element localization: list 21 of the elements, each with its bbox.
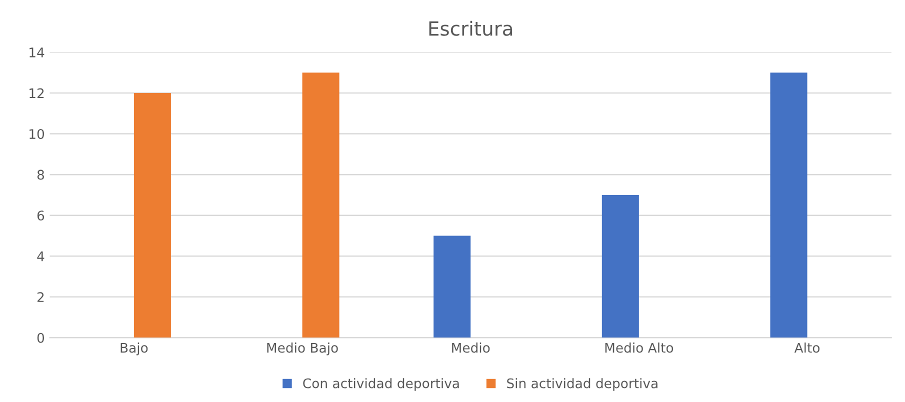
y-tick-label: 8: [37, 170, 44, 180]
bar: [434, 236, 471, 338]
y-tick-label: 14: [30, 48, 44, 58]
chart-title: Escritura: [429, 20, 512, 36]
legend-label: Con actividad deportiva: [303, 378, 459, 391]
y-tick-label: 0: [37, 332, 44, 343]
x-tick-label: Medio Alto: [605, 342, 674, 353]
y-tick-label: 12: [30, 88, 44, 98]
bar: [134, 93, 171, 338]
y-tick-label: 4: [37, 252, 44, 262]
x-tick-label: Medio: [452, 342, 490, 353]
y-tick-label: 6: [37, 210, 44, 221]
bar: [770, 72, 808, 338]
y-tick-label: 2: [37, 292, 44, 302]
x-tick-label: Bajo: [120, 342, 148, 356]
legend-label: Sin actividad deportiva: [507, 378, 658, 391]
x-tick-label: Medio Bajo: [267, 342, 338, 356]
y-tick-label: 10: [30, 129, 44, 140]
bar: [302, 72, 340, 338]
bar: [602, 194, 639, 338]
x-tick-label: Alto: [794, 342, 820, 353]
